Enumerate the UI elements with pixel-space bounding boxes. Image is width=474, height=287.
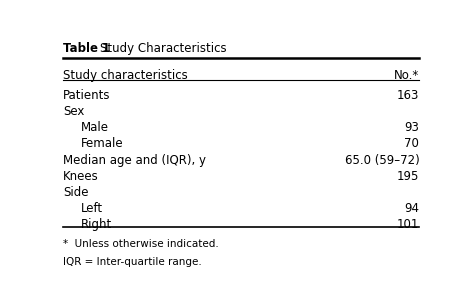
- Text: Male: Male: [82, 121, 109, 134]
- Text: 65.0 (59–72): 65.0 (59–72): [345, 154, 419, 166]
- Text: Study Characteristics: Study Characteristics: [100, 42, 226, 55]
- Text: 163: 163: [397, 89, 419, 102]
- Text: Table 1: Table 1: [63, 42, 110, 55]
- Text: 101: 101: [397, 218, 419, 231]
- Text: IQR = Inter-quartile range.: IQR = Inter-quartile range.: [63, 257, 201, 267]
- Text: Right: Right: [82, 218, 112, 231]
- Text: 93: 93: [404, 121, 419, 134]
- Text: Knees: Knees: [63, 170, 99, 183]
- Text: Sex: Sex: [63, 105, 84, 118]
- Text: 94: 94: [404, 202, 419, 215]
- Text: 195: 195: [397, 170, 419, 183]
- Text: Female: Female: [82, 137, 124, 150]
- Text: 70: 70: [404, 137, 419, 150]
- Text: Study characteristics: Study characteristics: [63, 69, 188, 82]
- Text: No.*: No.*: [394, 69, 419, 82]
- Text: Side: Side: [63, 186, 89, 199]
- Text: Patients: Patients: [63, 89, 110, 102]
- Text: *  Unless otherwise indicated.: * Unless otherwise indicated.: [63, 239, 219, 249]
- Text: Median age and (IQR), y: Median age and (IQR), y: [63, 154, 206, 166]
- Text: Left: Left: [82, 202, 103, 215]
